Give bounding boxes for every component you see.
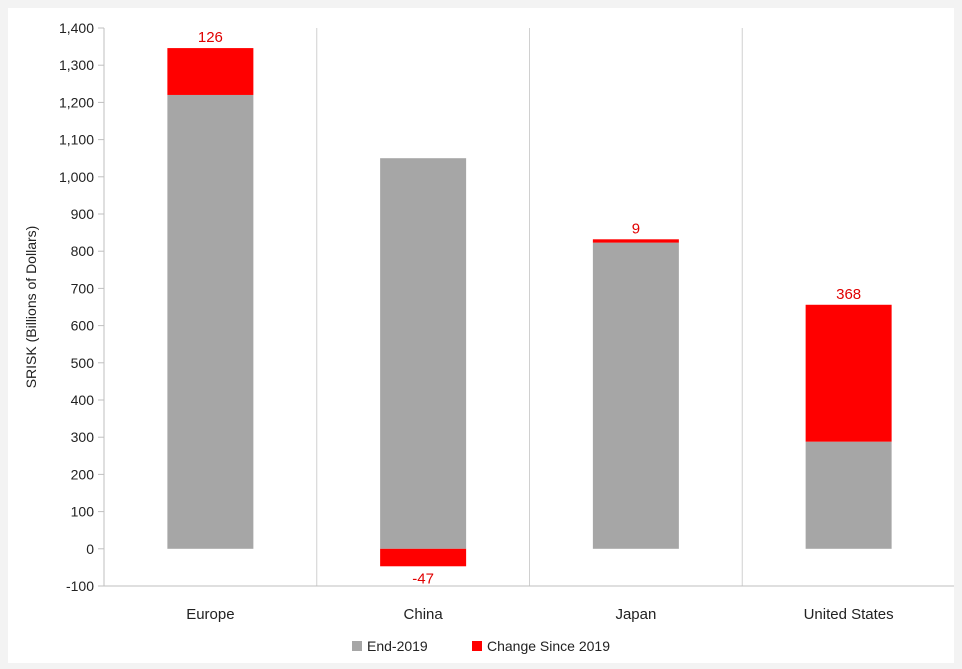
category-label: United States xyxy=(804,606,894,623)
y-tick-label: 900 xyxy=(71,206,95,222)
bar-end-2019-japan xyxy=(592,242,679,549)
y-tick-label: 1,000 xyxy=(59,169,94,185)
data-label-japan: 9 xyxy=(632,220,640,237)
y-axis-title: SRISK (Billions of Dollars) xyxy=(23,226,39,389)
legend-swatch-2 xyxy=(472,641,482,651)
category-label: Europe xyxy=(186,606,234,623)
data-label-china: -47 xyxy=(412,570,434,587)
y-tick-label: 1,300 xyxy=(59,57,94,73)
y-tick-label: 1,100 xyxy=(59,132,94,148)
y-tick-label: 500 xyxy=(71,355,95,371)
y-tick-label: 1,400 xyxy=(59,20,94,36)
y-tick-label: 300 xyxy=(71,429,95,445)
y-tick-label: 600 xyxy=(71,318,95,334)
legend-swatch-1 xyxy=(352,641,362,651)
data-label-europe: 126 xyxy=(198,29,223,46)
bar-change-china xyxy=(380,548,467,567)
y-tick-label: 100 xyxy=(71,504,95,520)
category-label: China xyxy=(404,606,444,623)
y-tick-label: 0 xyxy=(86,541,94,557)
srisk-bar-chart: -100 0 100 200 300 400 500 600 700 800 900 1,000 1,1… xyxy=(23,20,955,654)
y-tick-label: -100 xyxy=(66,578,94,594)
data-label-united-states: 368 xyxy=(836,286,861,303)
bar-end-2019-china xyxy=(380,158,467,549)
legend-label-2: Change Since 2019 xyxy=(487,638,610,654)
y-tick-label: 400 xyxy=(71,392,95,408)
y-tick-label: 200 xyxy=(71,466,95,482)
bar-change-united-states xyxy=(805,304,892,442)
bar-change-japan xyxy=(592,239,679,243)
y-tick-label: 800 xyxy=(71,243,95,259)
chart-area: -100 0 100 200 300 400 500 600 700 800 900 1,000 1,1… xyxy=(8,8,955,663)
y-tick-label: 1,200 xyxy=(59,94,94,110)
category-label: Japan xyxy=(615,606,656,623)
bar-end-2019-united-states xyxy=(805,441,892,549)
y-tick-label: 700 xyxy=(71,280,95,296)
legend-label-1: End-2019 xyxy=(367,638,428,654)
bar-end-2019-europe xyxy=(167,94,254,549)
bar-change-europe xyxy=(167,48,254,95)
